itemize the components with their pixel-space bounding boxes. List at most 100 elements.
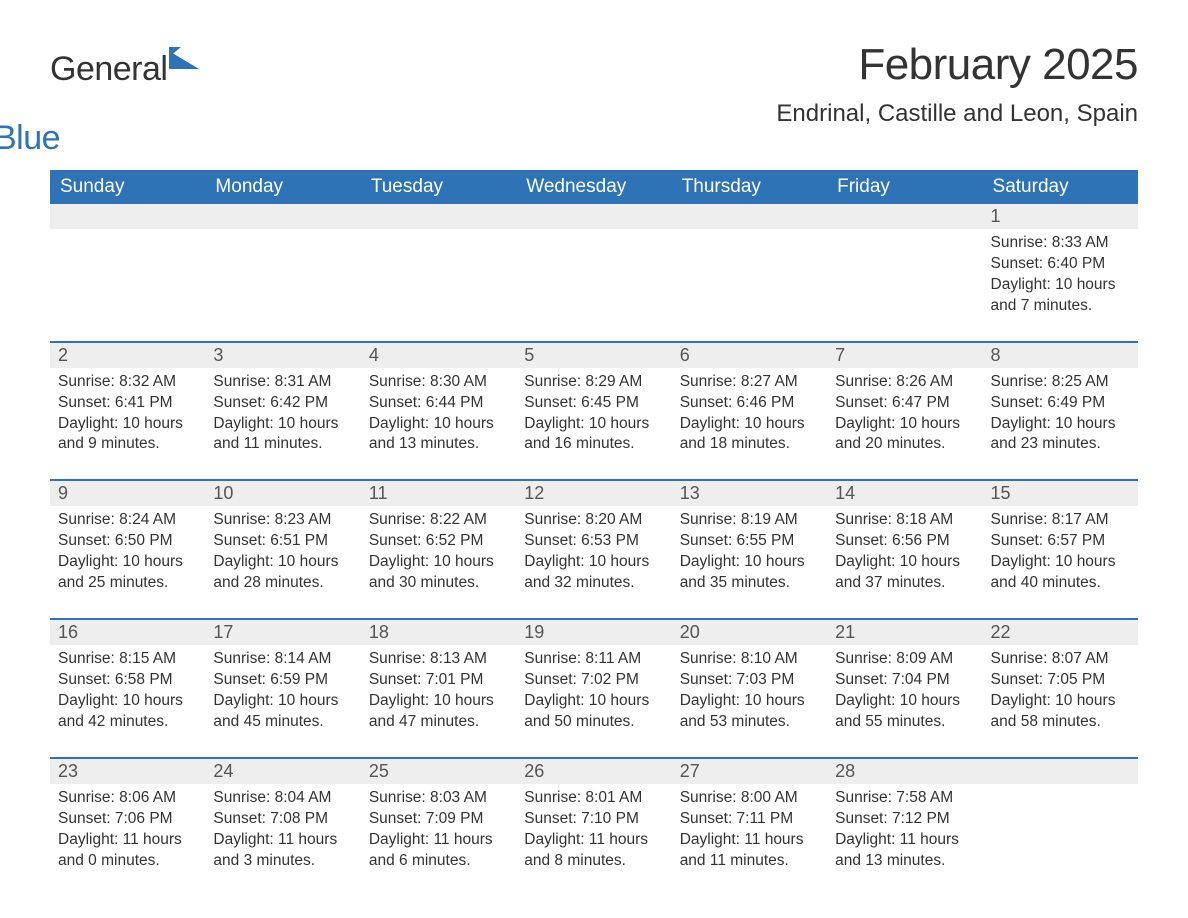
day-number: 7	[827, 343, 982, 368]
sunset-line: Sunset: 6:51 PM	[213, 531, 352, 552]
day-details: Sunrise: 8:03 AMSunset: 7:09 PMDaylight:…	[361, 784, 516, 896]
calendar-cell-daynum: 22	[983, 619, 1138, 645]
day-details: Sunrise: 8:04 AMSunset: 7:08 PMDaylight:…	[205, 784, 360, 896]
sunrise-line: Sunrise: 8:17 AM	[991, 510, 1130, 531]
day-number	[672, 204, 827, 228]
day-header: Friday	[827, 170, 982, 204]
sunrise-line: Sunrise: 8:18 AM	[835, 510, 974, 531]
sunset-line: Sunset: 6:47 PM	[835, 393, 974, 414]
calendar-cell-body	[983, 784, 1138, 896]
sunrise-line: Sunrise: 8:24 AM	[58, 510, 197, 531]
day-number: 26	[516, 759, 671, 784]
sunrise-line: Sunrise: 8:23 AM	[213, 510, 352, 531]
daylight-line: Daylight: 10 hours and 9 minutes.	[58, 414, 197, 456]
calendar-cell-daynum: 2	[50, 342, 205, 368]
day-header: Wednesday	[516, 170, 671, 204]
day-number: 14	[827, 481, 982, 506]
logo-flag-icon	[169, 47, 199, 74]
sunset-line: Sunset: 7:05 PM	[991, 670, 1130, 691]
week-daynum-row: 16171819202122	[50, 619, 1138, 645]
day-details	[827, 229, 982, 339]
logo-text-blue: Blue	[0, 119, 199, 158]
calendar-cell-daynum: 15	[983, 480, 1138, 506]
day-number: 27	[672, 759, 827, 784]
day-details: Sunrise: 8:07 AMSunset: 7:05 PMDaylight:…	[983, 645, 1138, 757]
sunrise-line: Sunrise: 8:03 AM	[369, 788, 508, 809]
day-details	[983, 784, 1138, 894]
week-body-row: Sunrise: 8:15 AMSunset: 6:58 PMDaylight:…	[50, 645, 1138, 758]
calendar-cell-daynum	[516, 204, 671, 229]
calendar-header-row: Sunday Monday Tuesday Wednesday Thursday…	[50, 170, 1138, 204]
calendar-cell-body	[205, 229, 360, 342]
week-body-row: Sunrise: 8:06 AMSunset: 7:06 PMDaylight:…	[50, 784, 1138, 896]
day-number: 15	[983, 481, 1138, 506]
calendar-cell-daynum: 18	[361, 619, 516, 645]
day-details: Sunrise: 8:30 AMSunset: 6:44 PMDaylight:…	[361, 368, 516, 480]
calendar-cell-daynum: 24	[205, 758, 360, 784]
day-details: Sunrise: 8:23 AMSunset: 6:51 PMDaylight:…	[205, 506, 360, 618]
day-details	[50, 229, 205, 339]
calendar-cell-body	[827, 229, 982, 342]
sunset-line: Sunset: 6:44 PM	[369, 393, 508, 414]
calendar-cell-body: Sunrise: 8:03 AMSunset: 7:09 PMDaylight:…	[361, 784, 516, 896]
calendar-cell-daynum: 6	[672, 342, 827, 368]
week-daynum-row: 2345678	[50, 342, 1138, 368]
sunrise-line: Sunrise: 8:32 AM	[58, 372, 197, 393]
calendar-cell-body: Sunrise: 8:00 AMSunset: 7:11 PMDaylight:…	[672, 784, 827, 896]
day-details: Sunrise: 8:25 AMSunset: 6:49 PMDaylight:…	[983, 368, 1138, 480]
sunset-line: Sunset: 6:59 PM	[213, 670, 352, 691]
calendar-cell-body: Sunrise: 8:06 AMSunset: 7:06 PMDaylight:…	[50, 784, 205, 896]
calendar-body: 1Sunrise: 8:33 AMSunset: 6:40 PMDaylight…	[50, 204, 1138, 895]
day-details: Sunrise: 8:29 AMSunset: 6:45 PMDaylight:…	[516, 368, 671, 480]
calendar-cell-body: Sunrise: 8:27 AMSunset: 6:46 PMDaylight:…	[672, 368, 827, 481]
sunset-line: Sunset: 6:49 PM	[991, 393, 1130, 414]
calendar-cell-body: Sunrise: 8:04 AMSunset: 7:08 PMDaylight:…	[205, 784, 360, 896]
day-header: Saturday	[983, 170, 1138, 204]
sunrise-line: Sunrise: 8:33 AM	[991, 233, 1130, 254]
day-details	[205, 229, 360, 339]
calendar-cell-daynum	[983, 758, 1138, 784]
daylight-line: Daylight: 10 hours and 47 minutes.	[369, 691, 508, 733]
day-details: Sunrise: 8:14 AMSunset: 6:59 PMDaylight:…	[205, 645, 360, 757]
calendar-cell-daynum: 27	[672, 758, 827, 784]
calendar-cell-body: Sunrise: 8:10 AMSunset: 7:03 PMDaylight:…	[672, 645, 827, 758]
calendar-cell-daynum: 25	[361, 758, 516, 784]
logo: General Blue	[50, 50, 199, 158]
day-header: Monday	[205, 170, 360, 204]
sunset-line: Sunset: 6:46 PM	[680, 393, 819, 414]
calendar-cell-body: Sunrise: 8:09 AMSunset: 7:04 PMDaylight:…	[827, 645, 982, 758]
day-number: 19	[516, 620, 671, 645]
calendar-cell-body: Sunrise: 8:31 AMSunset: 6:42 PMDaylight:…	[205, 368, 360, 481]
week-daynum-row: 9101112131415	[50, 480, 1138, 506]
sunset-line: Sunset: 7:06 PM	[58, 809, 197, 830]
sunset-line: Sunset: 7:03 PM	[680, 670, 819, 691]
calendar-cell-body	[516, 229, 671, 342]
day-details: Sunrise: 8:15 AMSunset: 6:58 PMDaylight:…	[50, 645, 205, 757]
day-number: 5	[516, 343, 671, 368]
calendar-cell-body: Sunrise: 8:29 AMSunset: 6:45 PMDaylight:…	[516, 368, 671, 481]
day-number: 10	[205, 481, 360, 506]
calendar-cell-body	[672, 229, 827, 342]
calendar-cell-body: Sunrise: 8:13 AMSunset: 7:01 PMDaylight:…	[361, 645, 516, 758]
calendar-cell-body: Sunrise: 8:19 AMSunset: 6:55 PMDaylight:…	[672, 506, 827, 619]
calendar-cell-daynum: 17	[205, 619, 360, 645]
daylight-line: Daylight: 10 hours and 25 minutes.	[58, 552, 197, 594]
daylight-line: Daylight: 10 hours and 11 minutes.	[213, 414, 352, 456]
day-details	[516, 229, 671, 339]
daylight-line: Daylight: 11 hours and 3 minutes.	[213, 830, 352, 872]
week-body-row: Sunrise: 8:32 AMSunset: 6:41 PMDaylight:…	[50, 368, 1138, 481]
calendar-cell-daynum	[50, 204, 205, 229]
day-details: Sunrise: 8:20 AMSunset: 6:53 PMDaylight:…	[516, 506, 671, 618]
calendar-cell-daynum: 9	[50, 480, 205, 506]
calendar-cell-body: Sunrise: 8:33 AMSunset: 6:40 PMDaylight:…	[983, 229, 1138, 342]
day-number: 9	[50, 481, 205, 506]
sunset-line: Sunset: 6:57 PM	[991, 531, 1130, 552]
day-details: Sunrise: 8:00 AMSunset: 7:11 PMDaylight:…	[672, 784, 827, 896]
daylight-line: Daylight: 10 hours and 20 minutes.	[835, 414, 974, 456]
day-details: Sunrise: 8:33 AMSunset: 6:40 PMDaylight:…	[983, 229, 1138, 341]
sunset-line: Sunset: 6:56 PM	[835, 531, 974, 552]
day-details: Sunrise: 8:11 AMSunset: 7:02 PMDaylight:…	[516, 645, 671, 757]
calendar-cell-body: Sunrise: 8:15 AMSunset: 6:58 PMDaylight:…	[50, 645, 205, 758]
daylight-line: Daylight: 10 hours and 30 minutes.	[369, 552, 508, 594]
week-daynum-row: 1	[50, 204, 1138, 229]
